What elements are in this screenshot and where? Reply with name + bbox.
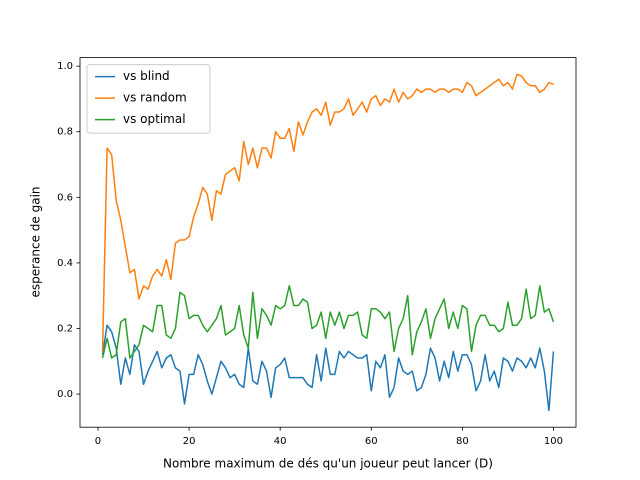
axes-frame [79, 57, 577, 428]
x-tick-label: 80 [456, 436, 469, 447]
legend-label: vs optimal [123, 112, 186, 126]
x-tick-label: 40 [274, 436, 287, 447]
x-axis-label: Nombre maximum de dés qu'un joueur peut … [163, 457, 493, 471]
x-tick-label: 60 [365, 436, 378, 447]
x-tick-label: 100 [544, 436, 563, 447]
y-tick-label: 0.2 [57, 323, 73, 334]
legend-label: vs blind [123, 69, 170, 83]
y-tick-label: 0.0 [57, 389, 73, 400]
y-tick-label: 0.8 [57, 127, 73, 138]
legend-label: vs random [123, 91, 187, 105]
series-line [101, 285, 555, 359]
y-axis-label: esperance de gain [29, 186, 43, 297]
x-tick-label: 20 [183, 436, 196, 447]
x-tick-label: 0 [95, 436, 101, 447]
y-tick-label: 1.0 [57, 61, 73, 72]
series-line [101, 73, 554, 352]
legend-box [86, 64, 211, 134]
y-tick-label: 0.4 [57, 258, 73, 269]
y-tick-label: 0.6 [57, 192, 73, 203]
series-line [101, 324, 555, 412]
